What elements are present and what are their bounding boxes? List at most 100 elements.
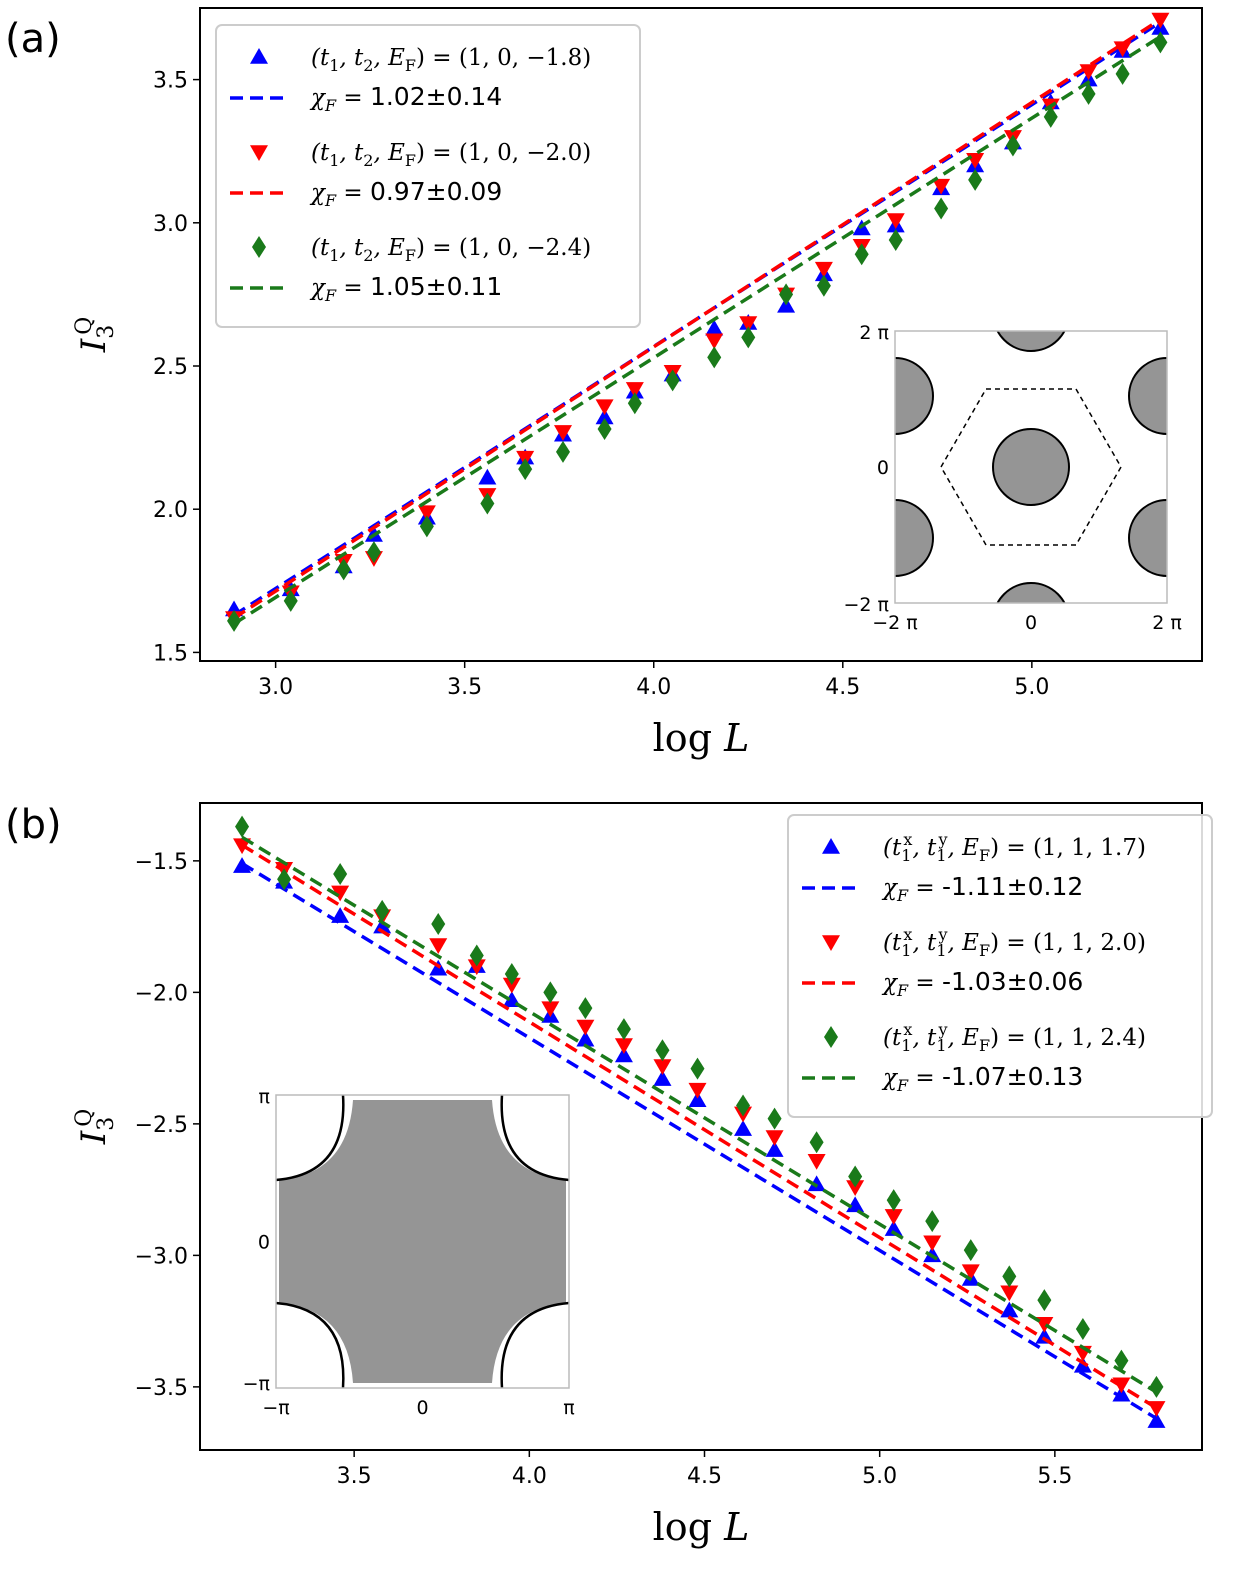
data-point	[1151, 12, 1170, 29]
data-point	[431, 912, 446, 935]
data-point	[961, 1264, 980, 1281]
data-point	[814, 261, 833, 278]
fermi-pocket	[1128, 357, 1167, 435]
inset-a-x-tick: −2 π	[872, 612, 918, 634]
data-point	[331, 885, 350, 902]
y-tick-label: −2.5	[135, 1113, 188, 1138]
legend-fit-1: χF = -1.11±0.12	[881, 872, 1083, 905]
data-point	[576, 1030, 595, 1047]
data-point	[688, 1082, 707, 1099]
x-tick-label: 4.5	[825, 675, 860, 700]
data-point	[627, 392, 642, 415]
legend-label-2: (t1x, t1y, EF) = (1, 1, 2.0)	[883, 925, 1146, 960]
data-point	[518, 458, 533, 481]
y-tick-label: 3.0	[153, 212, 188, 237]
legend-box	[215, 24, 641, 328]
data-point	[688, 1091, 707, 1107]
inset-a-fermi-pockets	[895, 331, 1167, 603]
data-point	[478, 468, 497, 485]
inset-b-x-tick: π	[563, 1397, 574, 1419]
legend-fit-3: χF = -1.07±0.13	[881, 1062, 1083, 1095]
data-point	[233, 857, 252, 873]
data-point	[932, 178, 951, 195]
data-point	[373, 917, 392, 934]
data-point	[809, 1131, 824, 1154]
data-point	[1000, 1301, 1019, 1318]
svg-text:I3Q: I3Q	[72, 317, 119, 353]
data-point	[741, 326, 756, 349]
data-point	[543, 981, 558, 1004]
y-tick-label: 2.5	[153, 355, 188, 380]
data-point	[963, 1239, 978, 1262]
fit-line-3	[241, 835, 1158, 1394]
data-point	[1115, 62, 1130, 85]
data-point	[923, 1235, 942, 1252]
data-point	[333, 863, 348, 886]
fermi-pocket	[996, 331, 1066, 352]
x-tick-label: 4.0	[512, 1464, 547, 1489]
svg-text:I3Q: I3Q	[72, 1109, 119, 1145]
data-point	[1147, 1412, 1166, 1428]
y-tick-label: 1.5	[153, 641, 188, 666]
y-tick-label: 3.5	[153, 69, 188, 94]
data-point	[541, 1001, 560, 1018]
data-point	[765, 1141, 784, 1157]
fit-line-1	[241, 861, 1158, 1420]
data-point	[578, 997, 593, 1020]
legend-marker-2	[250, 145, 268, 161]
data-point	[553, 425, 572, 441]
data-point	[375, 899, 390, 922]
data-point	[886, 213, 905, 229]
data-point	[1113, 41, 1132, 58]
data-point	[419, 515, 434, 538]
panel-b-legend: (t1x, t1y, EF) = (1, 1, 1.7) χF = -1.11±0…	[787, 814, 1213, 1118]
data-point	[934, 197, 949, 220]
data-point	[886, 1189, 901, 1212]
legend-label-2: (t1, t2, EF) = (1, 0, −2.0)	[311, 140, 591, 170]
legend-label-1: (t1x, t1y, EF) = (1, 1, 1.7)	[883, 830, 1146, 865]
inset-b-frame	[275, 1094, 570, 1389]
data-point	[705, 319, 724, 336]
data-point	[848, 1165, 863, 1188]
panel-a-xlabel: log L	[653, 716, 750, 760]
data-point	[854, 243, 869, 266]
data-point	[469, 944, 484, 967]
data-point	[779, 283, 794, 306]
data-point	[625, 382, 644, 398]
data-point	[597, 418, 612, 441]
fermi-pocket	[895, 499, 934, 577]
x-tick-label: 4.5	[687, 1464, 722, 1489]
inset-b-y-tick: −π	[243, 1373, 270, 1395]
data-point	[807, 1153, 826, 1170]
data-point	[1075, 1318, 1090, 1341]
data-point	[816, 274, 831, 297]
data-point	[884, 1220, 903, 1236]
inset-a-y-tick: −2 π	[844, 594, 890, 616]
legend-fit-2: χF = -1.03±0.06	[881, 967, 1083, 1000]
data-point	[665, 369, 680, 392]
data-point	[888, 228, 903, 251]
data-point	[690, 1057, 705, 1080]
data-point	[846, 1180, 865, 1196]
y-tick-label: −3.5	[135, 1376, 188, 1401]
data-point	[734, 1120, 753, 1136]
fermi-pocket	[996, 582, 1066, 603]
data-point	[502, 977, 521, 994]
legend-box	[787, 814, 1213, 1118]
x-tick-label: 4.0	[636, 675, 671, 700]
data-point	[705, 333, 724, 350]
data-point	[655, 1039, 670, 1062]
legend-marker-1	[250, 48, 268, 64]
y-tick-label: −1.5	[135, 850, 188, 875]
panel-a-inset: −2 π 0 2 π 2 π 0 −2 π	[844, 322, 1182, 634]
data-point	[765, 1130, 784, 1147]
data-point	[1037, 1289, 1052, 1312]
data-point	[1043, 105, 1058, 128]
legend-fit-1: χF = 1.02±0.14	[309, 82, 502, 115]
fermi-arc	[275, 1094, 345, 1182]
data-point	[504, 962, 519, 985]
inset-b-x-tick: −π	[262, 1397, 289, 1419]
data-point	[429, 938, 448, 955]
inset-b-y-tick: 0	[258, 1232, 270, 1254]
panel-a-legend: (t1, t2, EF) = (1, 0, −1.8) χF = 1.02±0.1…	[215, 24, 641, 328]
